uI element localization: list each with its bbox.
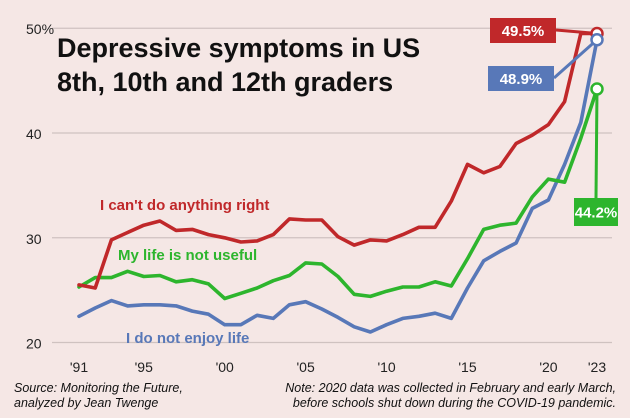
x-tick-2010: '10 (377, 359, 395, 375)
x-tick-1995: '95 (135, 359, 153, 375)
series-lines (77, 31, 599, 334)
series-label-not-enjoy-life: I do not enjoy life (126, 330, 249, 347)
x-tick-2023: '23 (588, 359, 606, 375)
y-tick-30: 30 (26, 231, 42, 247)
callout-value-2: 48.9% (500, 71, 543, 88)
x-tick-2020: '20 (539, 359, 557, 375)
callout-box-2 (488, 66, 554, 91)
end-point-marker-1 (590, 82, 604, 96)
callout-leader-2 (553, 38, 598, 80)
callout-box-1 (574, 198, 618, 226)
y-tick-20: 20 (26, 336, 42, 352)
callout-value-0: 49.5% (502, 23, 545, 40)
callout-box-0 (490, 18, 556, 43)
y-axis-tick-labels: 20 30 40 50% (26, 21, 54, 351)
series-line-1 (77, 87, 599, 301)
series-label-cant-do-anything: I can't do anything right (100, 197, 269, 214)
callout-value-1: 44.2% (575, 205, 618, 222)
series-line-2 (77, 37, 599, 334)
source-line-1: Source: Monitoring the Future, (14, 381, 183, 395)
callout-leader-0 (555, 28, 598, 35)
series-line-0 (77, 31, 599, 290)
x-tick-2005: '05 (297, 359, 315, 375)
end-point-marker-2 (590, 33, 604, 47)
note-line-1: Note: 2020 data was collected in Februar… (285, 381, 616, 395)
x-tick-1991: '91 (70, 359, 88, 375)
footnotes: Source: Monitoring the Future, analyzed … (14, 381, 616, 410)
x-tick-2000: '00 (216, 359, 234, 375)
note-line-2: before schools shut down during the COVI… (293, 396, 616, 410)
chart-title-line-2: 8th, 10th and 12th graders (57, 67, 393, 97)
end-value-callouts: 49.5% 48.9% 44.2% (488, 18, 618, 226)
y-tick-50: 50% (26, 21, 54, 37)
chart-title: Depressive symptoms in US 8th, 10th and … (57, 33, 420, 97)
x-axis-tick-labels: '91 '95 '00 '05 '10 '15 '20 '23 (70, 359, 606, 375)
source-line-2: analyzed by Jean Twenge (14, 396, 158, 410)
series-label-life-not-useful: My life is not useful (118, 247, 257, 264)
y-tick-40: 40 (26, 126, 42, 142)
callout-leader-1 (594, 88, 599, 199)
x-tick-2015: '15 (458, 359, 476, 375)
chart-title-line-1: Depressive symptoms in US (57, 33, 420, 63)
series-labels: I can't do anything right My life is not… (100, 197, 269, 347)
